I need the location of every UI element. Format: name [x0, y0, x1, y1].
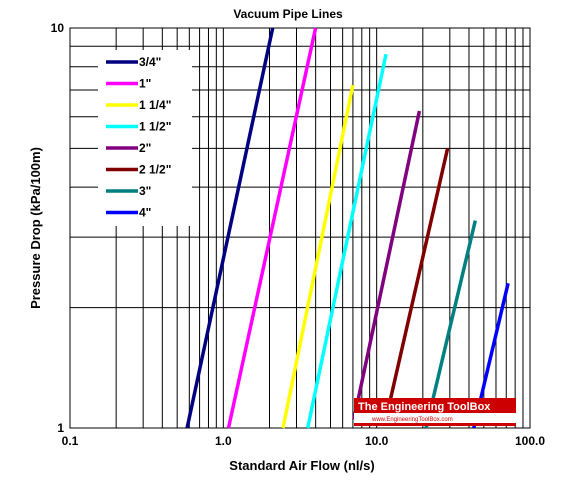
- series-line-3: [305, 53, 388, 429]
- series-line-4: [352, 110, 422, 420]
- watermark: The Engineering ToolBox www.EngineeringT…: [354, 398, 516, 426]
- grid: [70, 28, 530, 428]
- series-line-6: [424, 220, 478, 429]
- x-axis-label: Standard Air Flow (nl/s): [229, 458, 374, 473]
- tick-labels: 0.1 1.0 10.0 100.0 1 10: [51, 21, 546, 448]
- x-tick-label: 10.0: [365, 434, 389, 448]
- y-tick-label: 10: [51, 21, 65, 35]
- legend-label-4: 2": [139, 141, 151, 155]
- watermark-sub-band: [354, 413, 516, 423]
- y-axis-label: Pressure Drop (kPa/100m): [28, 147, 43, 309]
- legend-label-2: 1 1/4": [139, 98, 171, 112]
- watermark-subtitle: www.EngineeringToolBox.com: [371, 417, 453, 423]
- legend-label-1: 1": [139, 77, 151, 91]
- series-line-1: [226, 27, 318, 429]
- x-tick-label: 100.0: [515, 434, 545, 448]
- legend-label-7: 4": [139, 206, 151, 220]
- plot-frame: [69, 27, 531, 429]
- chart-title: Vacuum Pipe Lines: [233, 7, 343, 21]
- watermark-title: The Engineering ToolBox: [358, 401, 491, 413]
- legend-label-6: 3": [139, 184, 151, 198]
- series-line-2: [281, 84, 355, 429]
- series-line-0: [185, 27, 275, 429]
- series-line-5: [385, 148, 450, 412]
- x-tick-label: 1.0: [215, 434, 232, 448]
- legend-label-3: 1 1/2": [139, 120, 171, 134]
- legend: 3/4" 1" 1 1/4" 1 1/2" 2" 2 1/2" 3" 4": [98, 50, 192, 226]
- legend-label-5: 2 1/2": [139, 163, 171, 177]
- y-tick-label: 1: [57, 421, 64, 435]
- legend-background: [98, 50, 192, 226]
- series-lines: [185, 27, 510, 429]
- x-tick-label: 0.1: [62, 434, 79, 448]
- legend-label-0: 3/4": [139, 55, 161, 69]
